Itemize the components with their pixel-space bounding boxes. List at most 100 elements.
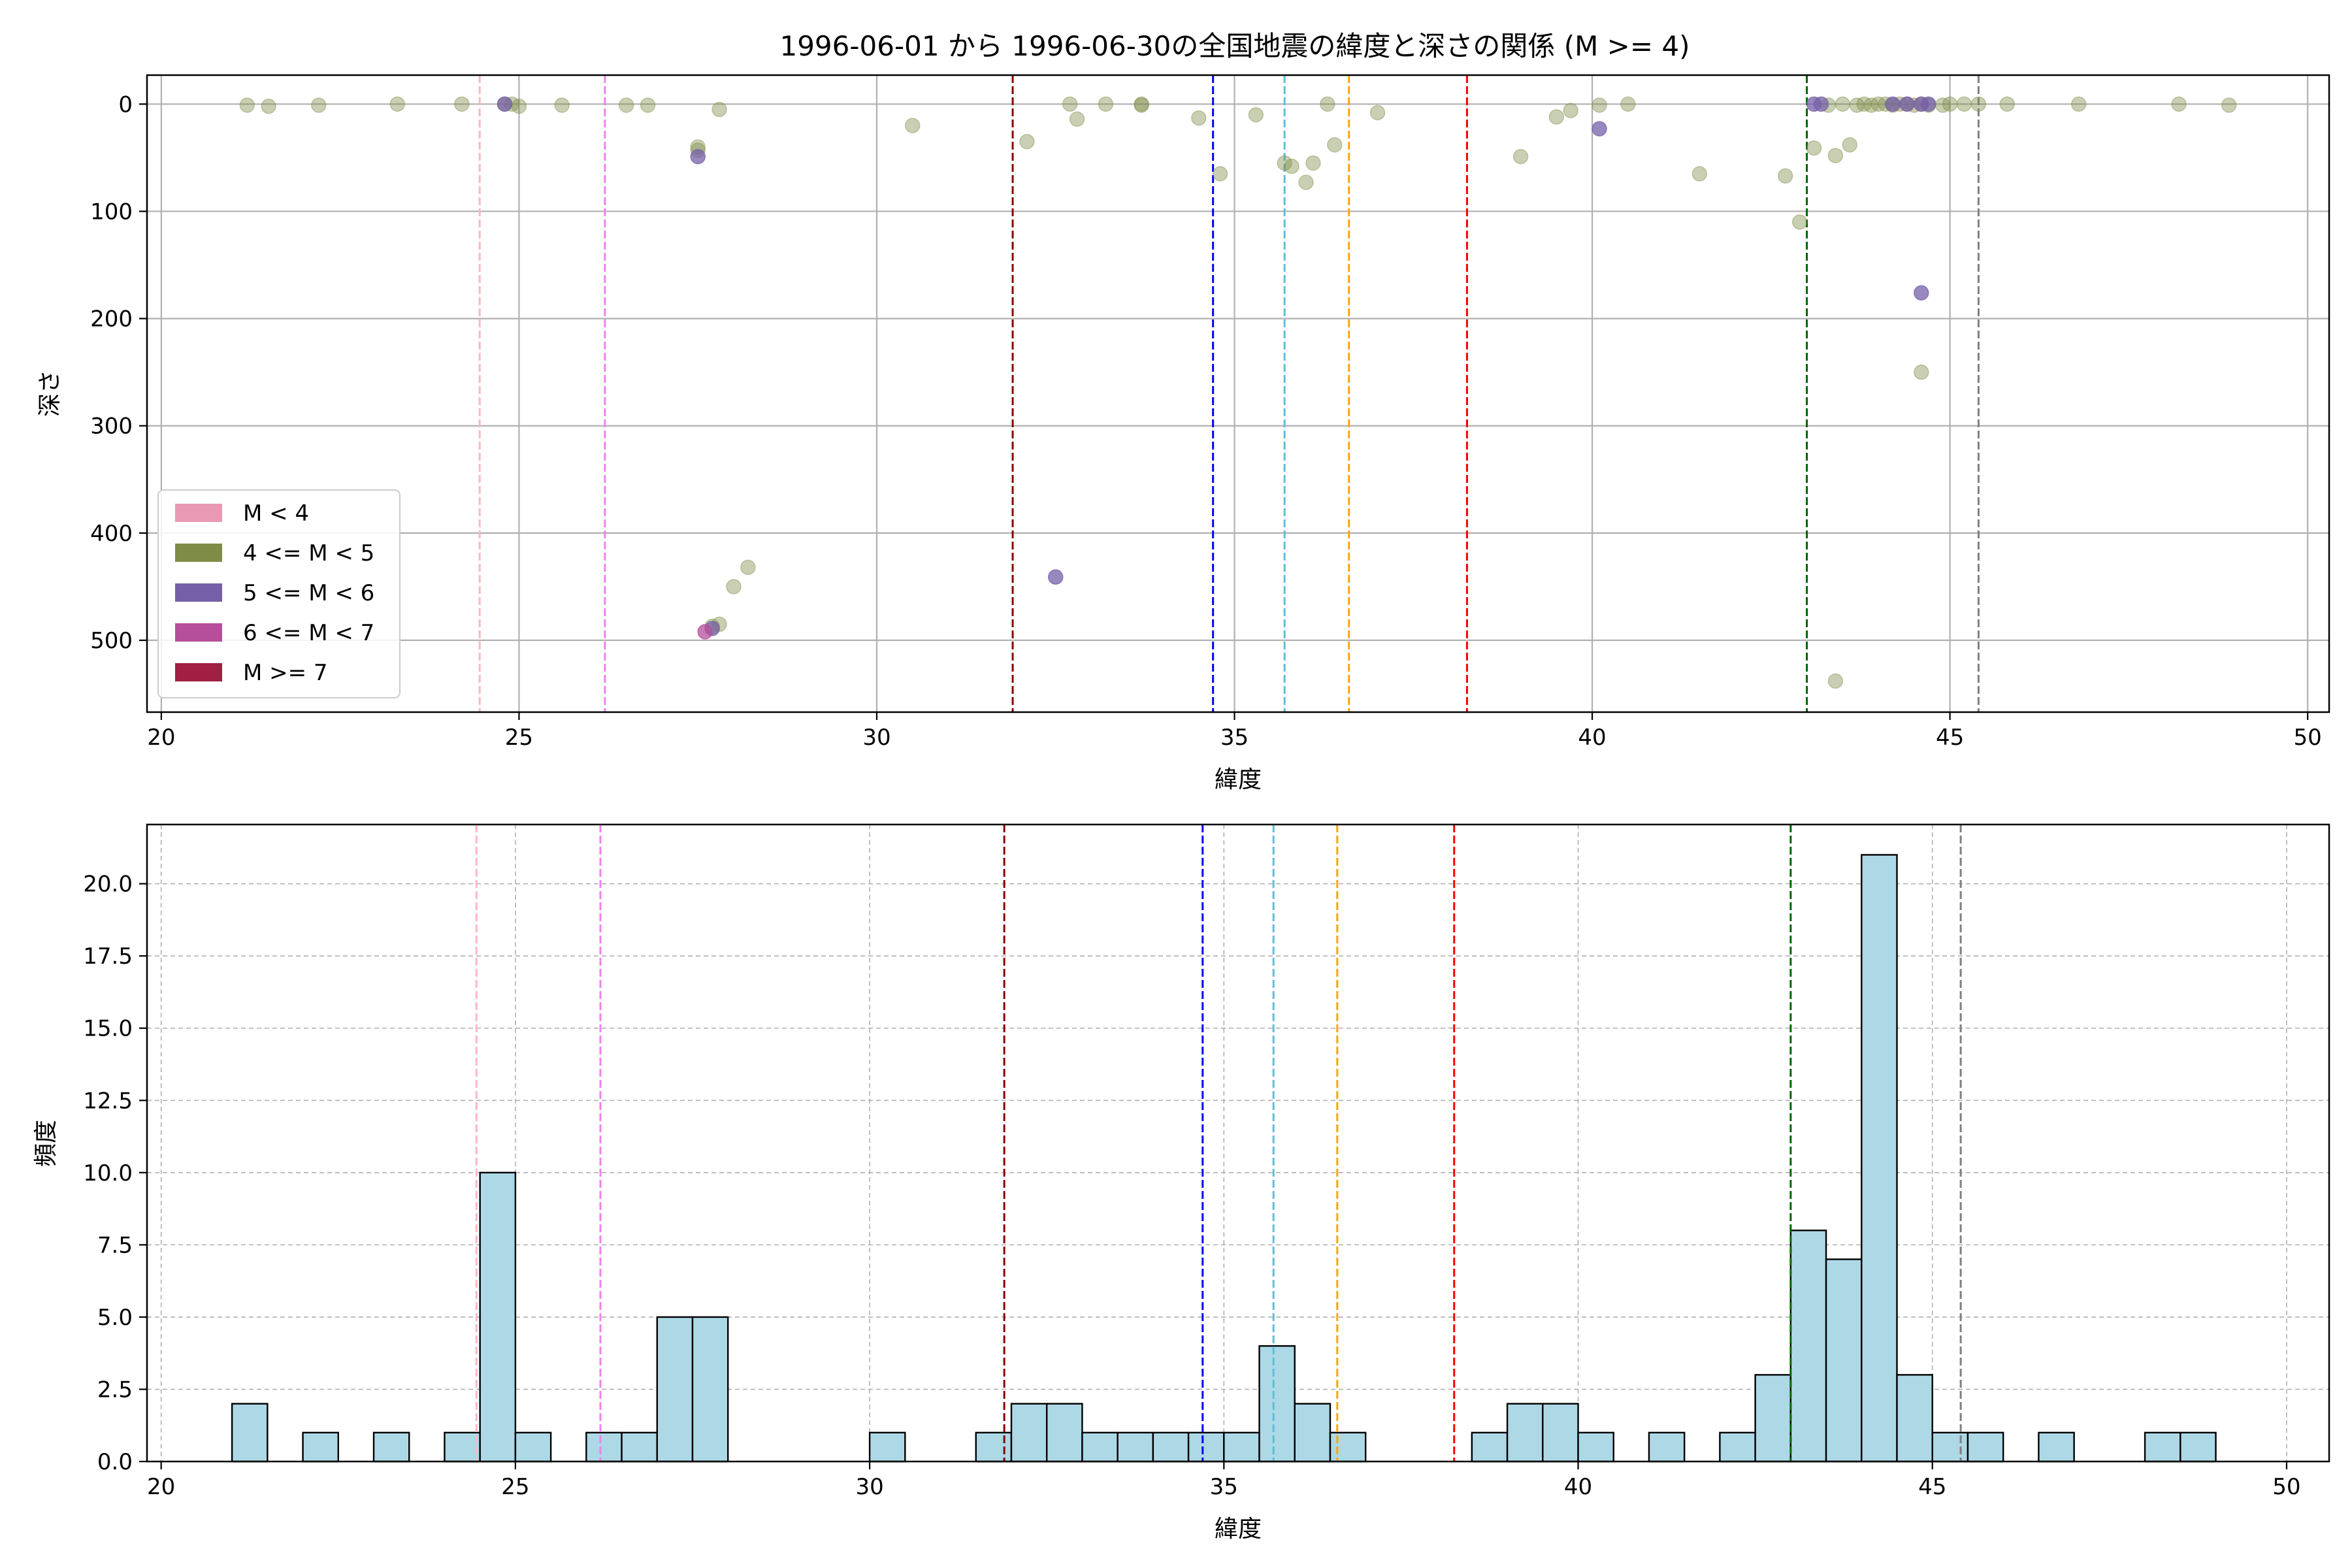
scatter-x-tick-label: 45	[1936, 725, 1964, 751]
scatter-x-tick-label: 35	[1220, 725, 1249, 751]
scatter-point	[1849, 97, 1865, 113]
scatter-point	[1134, 96, 1149, 112]
scatter-point	[1914, 364, 1929, 380]
scatter-point	[1842, 137, 1858, 153]
histogram-bar	[2144, 1431, 2181, 1463]
scatter-point	[239, 97, 255, 113]
histogram-bar	[1719, 1431, 1756, 1463]
legend-swatch	[175, 583, 222, 602]
histogram-y-tick-label: 5.0	[97, 1305, 133, 1331]
histogram-bar	[1187, 1431, 1225, 1463]
scatter-point	[1069, 111, 1085, 127]
scatter-point	[1134, 97, 1149, 113]
scatter-legend: M < 4 4 <= M < 5 5 <= M < 6 6 <= M < 7 M >= …	[157, 489, 400, 698]
scatter-x-tick-label: 30	[862, 725, 890, 751]
histogram-bar	[479, 1171, 517, 1463]
scatter-x-axis-label: 緯度	[1215, 766, 1262, 793]
scatter-x-tick-label: 20	[147, 725, 175, 751]
histogram-x-tick-label: 40	[1564, 1474, 1592, 1500]
legend-label: 4 <= M < 5	[243, 540, 374, 566]
scatter-point	[1277, 155, 1292, 171]
scatter-point	[1191, 110, 1207, 126]
histogram-bar	[1896, 1374, 1933, 1463]
legend-swatch	[175, 504, 222, 522]
histogram-bar	[1329, 1431, 1367, 1463]
histogram-plot-frame	[146, 823, 2330, 1463]
histogram-bar	[1648, 1431, 1686, 1463]
scatter-y-tick-label: 500	[90, 628, 133, 654]
scatter-x-tick-label: 40	[1578, 725, 1606, 751]
scatter-y-ticks: 0 100 200 300 400 500	[90, 91, 147, 654]
histogram-x-tick-label: 45	[1918, 1474, 1946, 1500]
scatter-x-ticks: 20 25 30 35 40 45 50	[147, 712, 2322, 751]
histogram-bar	[1152, 1431, 1190, 1463]
scatter-point	[1284, 158, 1299, 174]
histogram-bar	[1754, 1374, 1792, 1463]
scatter-plot-frame	[146, 74, 2330, 713]
scatter-point	[1777, 168, 1793, 184]
histogram-y-tick-label: 7.5	[97, 1232, 133, 1258]
scatter-point	[1048, 569, 1064, 585]
scatter-point	[1369, 105, 1386, 121]
histogram-x-tick-label: 20	[147, 1474, 175, 1500]
scatter-point	[1298, 174, 1314, 190]
scatter-point	[726, 579, 742, 595]
histogram-bar	[868, 1431, 906, 1463]
scatter-point	[1691, 166, 1708, 182]
scatter-point	[1327, 137, 1343, 153]
scatter-point	[1791, 214, 1808, 230]
scatter-point	[554, 97, 570, 113]
histogram-bar	[1931, 1431, 1969, 1463]
histogram-y-tick-label: 2.5	[97, 1377, 133, 1403]
histogram-x-tick-label: 35	[1210, 1474, 1238, 1500]
histogram-bar	[1542, 1403, 1579, 1463]
scatter-point	[1999, 96, 2015, 112]
legend-swatch	[175, 544, 222, 562]
scatter-point	[1563, 103, 1578, 118]
histogram-y-tick-label: 0.0	[97, 1449, 133, 1475]
histogram-bar	[514, 1431, 552, 1463]
scatter-grid	[147, 75, 2329, 712]
scatter-point	[1098, 96, 1114, 112]
histogram-bar	[1081, 1431, 1119, 1463]
scatter-y-tick-label: 0	[118, 91, 133, 118]
histogram-bar	[302, 1431, 339, 1463]
histogram-reference-lines	[475, 825, 1962, 1462]
histogram-bar	[1046, 1403, 1083, 1463]
legend-label: 6 <= M < 7	[243, 620, 374, 646]
scatter-point	[2221, 97, 2237, 113]
histogram-y-tick-label: 12.5	[83, 1088, 133, 1114]
scatter-point	[454, 96, 470, 112]
histogram-bar	[1258, 1345, 1296, 1463]
scatter-x-tick-label: 25	[505, 725, 533, 751]
scatter-point	[1806, 140, 1822, 156]
scatter-point	[1248, 106, 1264, 123]
scatter-point	[261, 98, 276, 114]
scatter-point	[1512, 148, 1529, 165]
histogram-bar	[1789, 1230, 1827, 1463]
scatter-point	[1942, 96, 1958, 112]
scatter-point	[1899, 96, 1915, 112]
scatter-point	[2171, 96, 2187, 112]
histogram-bar	[585, 1431, 623, 1463]
scatter-point	[1856, 96, 1872, 112]
histogram-bar	[1967, 1431, 2004, 1463]
scatter-point	[740, 559, 756, 576]
scatter-point	[1062, 96, 1078, 112]
scatter-y-axis-label: 深さ	[37, 370, 63, 417]
scatter-point	[1548, 109, 1565, 125]
histogram-bar	[1577, 1431, 1614, 1463]
scatter-point	[904, 118, 921, 133]
legend-label: M < 4	[243, 500, 309, 527]
scatter-point	[1620, 96, 1636, 112]
scatter-y-tick-label: 100	[90, 199, 133, 225]
histogram-x-axis-label: 緯度	[1215, 1516, 1262, 1543]
scatter-point	[389, 96, 406, 112]
legend-swatch	[175, 663, 222, 681]
scatter-point	[1914, 285, 1929, 301]
scatter-point	[1813, 96, 1829, 112]
scatter-point	[1885, 96, 1901, 112]
scatter-point	[690, 148, 706, 165]
scatter-point	[618, 97, 634, 113]
